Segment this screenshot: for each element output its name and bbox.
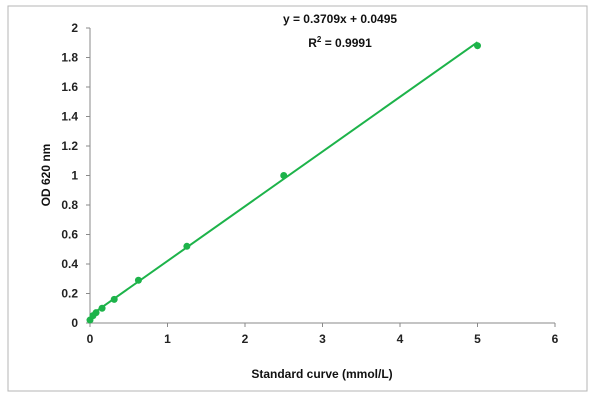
data-point	[110, 295, 118, 303]
y-tick-label: 1.4	[61, 110, 78, 124]
r-squared-label: R2 = 0.9991	[308, 35, 372, 50]
y-tick-label: 0.6	[61, 228, 78, 242]
y-tick-label: 0.4	[61, 257, 78, 271]
y-tick-label: 1.6	[61, 80, 78, 94]
y-tick-label: 1	[71, 169, 78, 183]
tick-labels: 0 0.2 0.4 0.6 0.8 1 1.2 1.4 1.6 1.8 2 0 1 2 3 4 5 6	[61, 21, 558, 346]
x-tick-label: 0	[87, 332, 94, 346]
y-tick-label: 0.2	[61, 287, 78, 301]
y-tick-label: 1.2	[61, 139, 78, 153]
x-tick-label: 6	[552, 332, 559, 346]
y-tick-label: 2	[71, 21, 78, 35]
y-tick-label: 0	[71, 316, 78, 330]
y-axis-title: OD 620 nm	[39, 144, 53, 207]
x-tick-label: 1	[164, 332, 171, 346]
r-squared-r: R	[308, 36, 317, 50]
data-point	[183, 242, 191, 250]
chart-border	[7, 5, 588, 392]
equation-label: y = 0.3709x + 0.0495	[283, 12, 397, 26]
y-tick-label: 1.8	[61, 51, 78, 65]
r-squared-value: = 0.9991	[321, 36, 372, 50]
data-point	[474, 42, 481, 50]
x-tick-label: 2	[242, 332, 249, 346]
r-squared-sup: 2	[317, 35, 322, 44]
x-axis-title: Standard curve (mmol/L)	[251, 367, 392, 381]
axes	[86, 27, 556, 327]
data-point	[98, 304, 106, 312]
x-tick-label: 5	[474, 332, 481, 346]
x-tick-label: 4	[397, 332, 404, 346]
y-tick-label: 0.8	[61, 198, 78, 212]
data-point	[134, 276, 142, 284]
x-tick-label: 3	[319, 332, 326, 346]
data-point	[92, 309, 100, 317]
data-point	[280, 172, 288, 179]
data-points	[86, 42, 481, 324]
